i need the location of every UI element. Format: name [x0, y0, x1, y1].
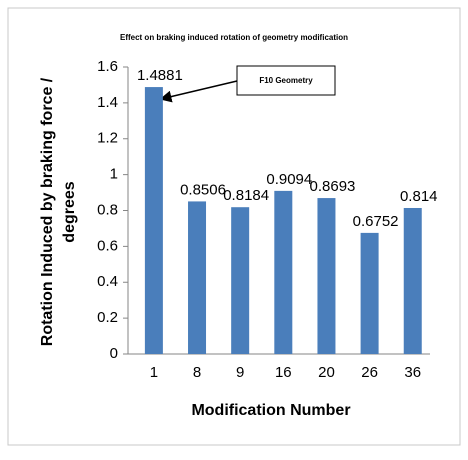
bar: [231, 207, 250, 354]
bar: [188, 201, 207, 354]
value-label: 0.8693: [310, 178, 356, 195]
x-axis-title: Modification Number: [191, 402, 350, 419]
y-tick-label: 1.6: [97, 58, 118, 75]
value-label: 0.8506: [180, 181, 226, 198]
bar: [274, 190, 293, 354]
x-tick-label: 1: [150, 364, 158, 381]
annotation-box: [236, 65, 336, 96]
x-tick-label: 36: [404, 364, 421, 381]
y-axis-title: Rotation Induced by braking force / degr…: [39, 77, 78, 346]
bar: [317, 198, 336, 354]
chart-title: Effect on braking induced rotation of ge…: [120, 33, 348, 42]
y-tick-label: 0: [110, 345, 118, 362]
x-tick-label: 9: [236, 364, 244, 381]
y-axis-title-line: degrees: [61, 181, 78, 242]
x-tick-label: 8: [193, 364, 201, 381]
bar: [403, 207, 422, 354]
y-tick-label: 1: [110, 166, 118, 183]
y-tick-label: 0.8: [97, 201, 118, 218]
value-label: 1.4881: [137, 67, 183, 84]
value-label: 0.9094: [266, 171, 312, 188]
y-tick-label: 1.2: [97, 130, 118, 147]
x-tick-label: 16: [275, 364, 292, 381]
y-axis-title-line: Rotation Induced by braking force /: [39, 77, 56, 346]
annotation: F10 Geometry: [259, 76, 313, 85]
annotation-arrow: [159, 80, 238, 103]
bar: [144, 87, 163, 355]
y-tick-label: 1.4: [97, 94, 118, 111]
y-tick-label: 0.6: [97, 237, 118, 254]
bar: [360, 232, 379, 354]
value-label: 0.6752: [353, 213, 399, 230]
x-tick-label: 26: [361, 364, 378, 381]
x-tick-label: 20: [318, 364, 335, 381]
y-tick-label: 0.4: [97, 273, 118, 290]
value-label: 0.814: [400, 188, 438, 205]
value-label: 0.8184: [223, 187, 269, 204]
y-tick-label: 0.2: [97, 309, 118, 326]
